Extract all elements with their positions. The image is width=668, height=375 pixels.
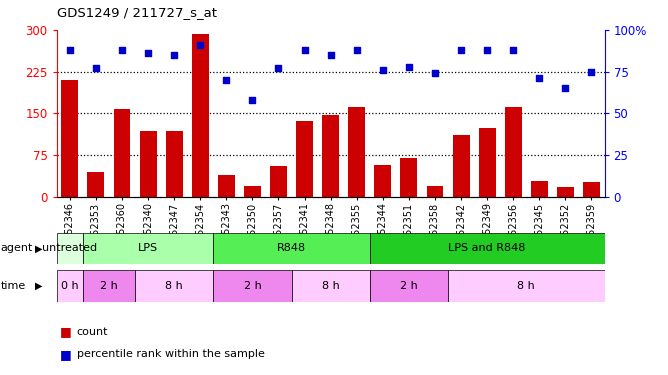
Text: 2 h: 2 h <box>100 281 118 291</box>
Bar <box>135 270 213 302</box>
Bar <box>57 232 83 264</box>
Point <box>403 64 414 70</box>
Point <box>377 67 388 73</box>
Bar <box>370 270 448 302</box>
Text: R848: R848 <box>277 243 306 254</box>
Bar <box>453 135 470 197</box>
Point <box>91 65 102 71</box>
Bar <box>213 232 370 264</box>
Bar <box>426 186 444 197</box>
Text: ■: ■ <box>60 348 72 361</box>
Point <box>508 47 518 53</box>
Text: ▶: ▶ <box>35 243 42 254</box>
Point <box>351 47 362 53</box>
Text: LPS and R848: LPS and R848 <box>448 243 526 254</box>
Text: untreated: untreated <box>42 243 98 254</box>
Bar <box>192 34 208 197</box>
Bar <box>531 181 548 197</box>
Bar <box>83 232 213 264</box>
Point <box>560 86 570 92</box>
Point <box>586 69 597 75</box>
Bar <box>400 158 418 197</box>
Point <box>195 42 206 48</box>
Bar <box>61 80 78 197</box>
Point <box>456 47 466 53</box>
Point <box>65 47 75 53</box>
Point <box>247 97 258 103</box>
Bar <box>57 270 83 302</box>
Bar <box>374 165 391 197</box>
Text: ▶: ▶ <box>35 281 42 291</box>
Text: LPS: LPS <box>138 243 158 254</box>
Point <box>169 52 180 58</box>
Bar <box>505 107 522 197</box>
Text: 2 h: 2 h <box>244 281 261 291</box>
Text: 8 h: 8 h <box>518 281 535 291</box>
Point <box>482 47 492 53</box>
Bar <box>140 131 156 197</box>
Bar <box>557 187 574 197</box>
Bar <box>583 182 600 197</box>
Bar <box>83 270 135 302</box>
Text: percentile rank within the sample: percentile rank within the sample <box>77 350 265 359</box>
Bar <box>114 109 130 197</box>
Point <box>221 77 232 83</box>
Point <box>299 47 310 53</box>
Bar <box>296 121 313 197</box>
Text: GDS1249 / 211727_s_at: GDS1249 / 211727_s_at <box>57 6 217 19</box>
Point <box>430 70 440 76</box>
Text: 8 h: 8 h <box>322 281 339 291</box>
Bar <box>370 232 605 264</box>
Bar <box>218 175 235 197</box>
Bar <box>270 166 287 197</box>
Bar <box>348 107 365 197</box>
Text: time: time <box>1 281 26 291</box>
Point <box>117 47 128 53</box>
Bar <box>166 131 182 197</box>
Point <box>143 50 154 56</box>
Text: agent: agent <box>1 243 33 254</box>
Text: 0 h: 0 h <box>61 281 79 291</box>
Bar <box>88 172 104 197</box>
Text: 8 h: 8 h <box>165 281 183 291</box>
Text: count: count <box>77 327 108 337</box>
Bar <box>322 114 339 197</box>
Bar <box>479 128 496 197</box>
Bar <box>213 270 291 302</box>
Point <box>273 65 284 71</box>
Bar <box>244 186 261 197</box>
Text: 2 h: 2 h <box>400 281 418 291</box>
Point <box>325 52 336 58</box>
Text: ■: ■ <box>60 326 72 338</box>
Point <box>534 75 544 81</box>
Bar <box>448 270 605 302</box>
Bar <box>291 270 370 302</box>
